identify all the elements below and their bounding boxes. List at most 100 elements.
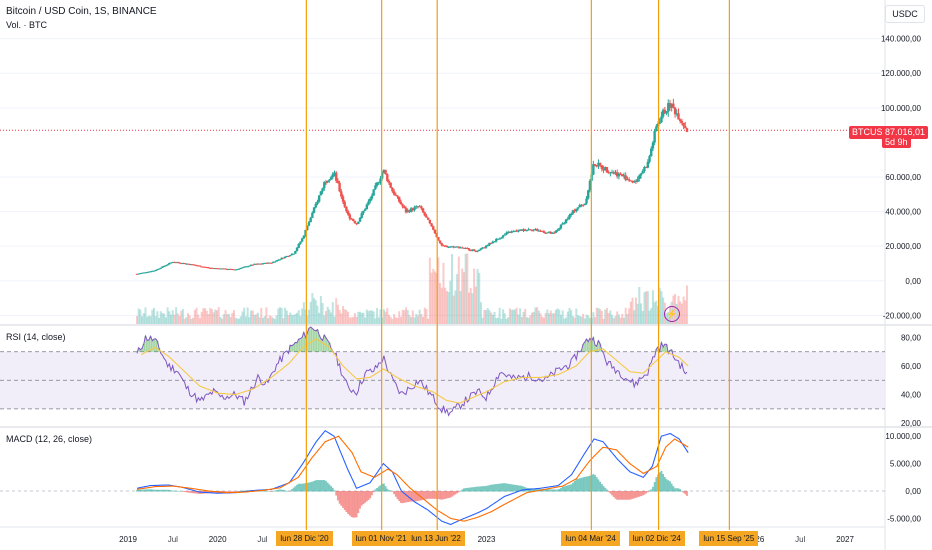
candle-body	[278, 259, 282, 261]
macd-histogram-bar	[529, 488, 532, 492]
candle-body	[650, 148, 653, 157]
volume-bar	[452, 295, 455, 324]
candle-body	[163, 265, 166, 267]
macd-histogram-bar	[607, 491, 610, 492]
candle-body	[682, 122, 685, 127]
macd-histogram-bar	[434, 491, 436, 499]
volume-bar	[469, 287, 472, 324]
macd-histogram-bar	[585, 476, 588, 492]
macd-histogram-bar	[193, 491, 196, 494]
macd-histogram-bar	[650, 489, 653, 492]
macd-histogram-bar	[309, 482, 312, 492]
candle-body	[614, 172, 617, 174]
candle-body	[452, 246, 455, 248]
macd-histogram-bar	[507, 483, 510, 492]
volume-bar	[542, 317, 545, 324]
macd-histogram-bar	[292, 487, 295, 492]
macd-histogram-bar	[391, 491, 394, 492]
candle-body	[667, 103, 670, 112]
macd-histogram-bar	[364, 491, 367, 503]
macd-histogram-bar	[623, 491, 625, 500]
candle-body	[329, 177, 333, 180]
macd-signal-line	[136, 435, 689, 522]
macd-histogram-bar	[384, 486, 387, 492]
macd-histogram-bar	[604, 487, 607, 492]
candle-body	[140, 272, 144, 274]
candle-body	[273, 261, 277, 263]
volume-bar	[651, 290, 654, 324]
candle-body	[445, 245, 449, 248]
candle-body	[178, 262, 181, 264]
macd-histogram-bar	[401, 491, 404, 504]
candle-body	[457, 246, 461, 248]
volume-bar	[439, 282, 442, 324]
volume-bar	[144, 307, 147, 324]
volume-bar	[207, 314, 210, 324]
candle-body	[203, 266, 207, 268]
candle-body	[331, 174, 334, 178]
candle-body	[336, 180, 340, 183]
macd-histogram-bar	[192, 491, 195, 494]
volume-bar	[215, 310, 218, 324]
candle-body	[534, 229, 537, 231]
macd-histogram-bar	[141, 489, 143, 492]
volume-bar	[507, 317, 510, 324]
volume-bar	[616, 311, 619, 324]
macd-histogram-bar	[352, 491, 355, 518]
macd-histogram-bar	[532, 488, 535, 492]
volume-bar	[147, 315, 150, 324]
currency-button[interactable]: USDC	[885, 5, 925, 23]
macd-histogram-bar	[171, 490, 174, 492]
macd-histogram-bar	[589, 475, 591, 492]
candle-body	[483, 247, 486, 249]
macd-histogram-bar	[238, 490, 241, 492]
candle-body	[246, 266, 249, 268]
volume-bar	[570, 310, 573, 324]
volume-bar	[236, 318, 239, 324]
candle-body	[648, 156, 651, 162]
candle-body	[576, 207, 580, 209]
macd-histogram-bar	[190, 491, 193, 493]
volume-bar	[628, 308, 631, 324]
macd-histogram-bar	[428, 491, 431, 499]
volume-bar	[239, 316, 242, 324]
volume-bar	[510, 309, 513, 324]
macd-tick-label: 0,00	[905, 487, 921, 496]
candle-body	[644, 167, 648, 169]
candle-body	[500, 237, 503, 239]
macd-histogram-bar	[473, 487, 476, 492]
candle-body	[249, 264, 253, 266]
macd-histogram-bar	[197, 491, 200, 494]
volume-bar	[650, 308, 653, 324]
macd-histogram-bar	[360, 491, 363, 506]
volume-bar	[549, 310, 552, 324]
volume-bar	[340, 313, 343, 324]
candle-body	[505, 232, 508, 235]
candle-body	[338, 182, 341, 192]
lightning-icon[interactable]: ⚡	[664, 306, 680, 322]
macd-histogram-bar	[183, 491, 186, 492]
macd-histogram-bar	[340, 491, 343, 506]
macd-histogram-bar	[553, 489, 556, 492]
volume-bar	[258, 317, 261, 324]
volume-bar	[297, 310, 300, 324]
macd-histogram-bar	[345, 491, 348, 513]
candle-body	[559, 224, 563, 229]
candle-body	[459, 247, 462, 249]
volume-bar	[512, 309, 515, 324]
macd-histogram-bar	[319, 480, 322, 492]
volume-bar	[413, 317, 416, 324]
last-price-tag: 87.016,01	[882, 126, 929, 139]
candle-body	[306, 225, 309, 231]
macd-histogram-bar	[262, 490, 264, 492]
volume-bar	[188, 315, 191, 324]
macd-histogram-bar	[403, 491, 406, 503]
macd-histogram-bar	[602, 486, 605, 492]
macd-histogram-bar	[556, 489, 559, 492]
macd-histogram-bar	[313, 480, 315, 492]
macd-histogram-bar	[411, 491, 414, 502]
volume-bar	[250, 310, 253, 324]
volume-bar	[454, 290, 457, 324]
candle-body	[612, 172, 615, 174]
